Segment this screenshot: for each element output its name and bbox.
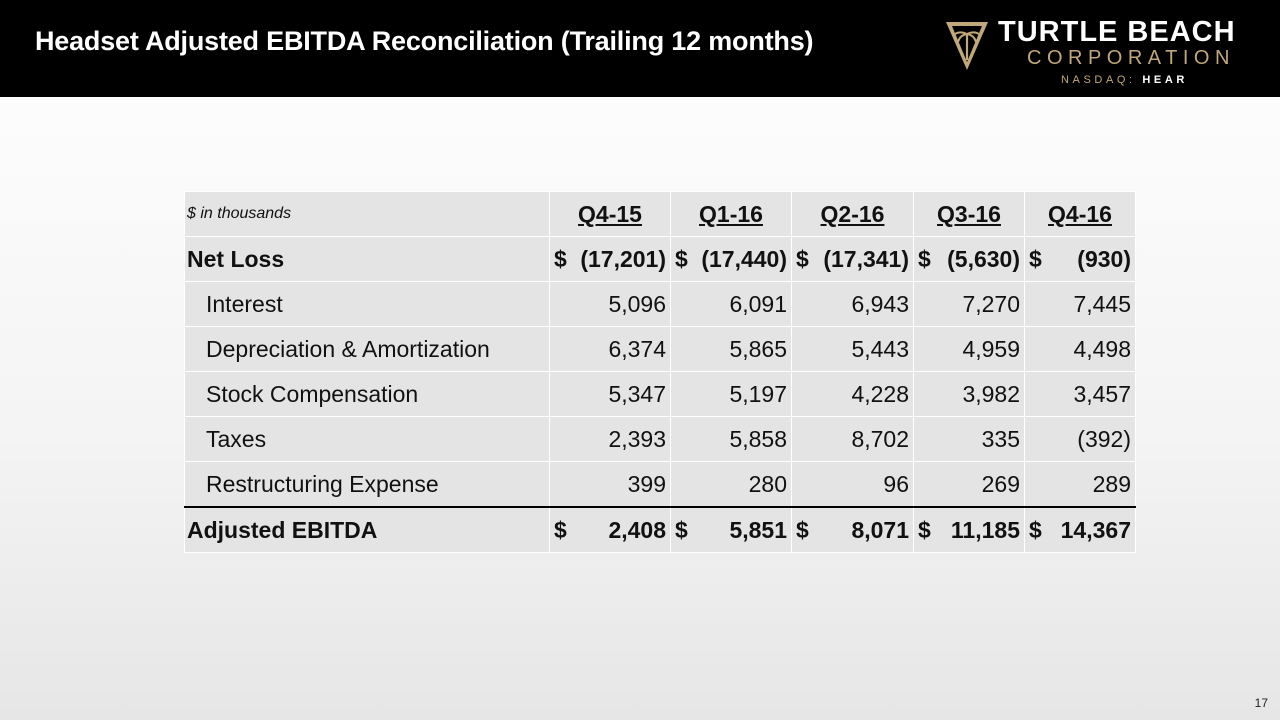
table-cell: 280	[670, 461, 792, 508]
table-cell: 5,197	[670, 371, 792, 417]
table-row: Taxes 2,393 5,858 8,702 335 (392)	[184, 416, 1136, 462]
table-cell: 6,091	[670, 281, 792, 327]
table-cell: 2,393	[549, 416, 671, 462]
table-cell: 6,943	[791, 281, 914, 327]
row-label: Interest	[184, 281, 550, 327]
table-cell: 4,228	[791, 371, 914, 417]
table-row: Interest 5,096 6,091 6,943 7,270 7,445	[184, 281, 1136, 327]
column-header: Q4-16	[1024, 191, 1136, 237]
table-cell: 5,096	[549, 281, 671, 327]
table-cell: 4,498	[1024, 326, 1136, 372]
table-cell: 5,443	[791, 326, 914, 372]
table-cell: 3,457	[1024, 371, 1136, 417]
table-cell: 335	[913, 416, 1025, 462]
units-label: $ in thousands	[184, 191, 550, 237]
table-cell: 289	[1024, 461, 1136, 508]
table-cell: $14,367	[1024, 506, 1136, 553]
column-header: Q2-16	[791, 191, 914, 237]
row-label: Net Loss	[184, 236, 550, 282]
net-loss-row: Net Loss $ (17,201) $ (17,440) $ (17,341) $…	[184, 236, 1136, 282]
palm-shield-icon	[946, 22, 988, 70]
table-cell: 5,865	[670, 326, 792, 372]
table-cell: 6,374	[549, 326, 671, 372]
table-cell: $ (5,630)	[913, 236, 1025, 282]
logo-wordmark: TURTLE BEACH	[998, 16, 1236, 48]
table-row: Stock Compensation 5,347 5,197 4,228 3,9…	[184, 371, 1136, 417]
row-label: Stock Compensation	[184, 371, 550, 417]
row-label: Depreciation & Amortization	[184, 326, 550, 372]
column-header: Q1-16	[670, 191, 792, 237]
logo-subtitle: CORPORATION	[1027, 47, 1235, 69]
slide-title: Headset Adjusted EBITDA Reconciliation (…	[35, 26, 814, 56]
adjusted-ebitda-row: Adjusted EBITDA $2,408 $5,851 $8,071 $11…	[184, 506, 1136, 553]
ebitda-reconciliation-table: $ in thousands Q4-15 Q1-16 Q2-16 Q3-16 Q…	[184, 191, 1136, 553]
table-cell: $ (930)	[1024, 236, 1136, 282]
company-logo: TURTLE BEACH CORPORATION NASDAQ: HEAR	[944, 16, 1269, 88]
page-number: 17	[1254, 696, 1268, 710]
row-label: Restructuring Expense	[184, 461, 550, 508]
column-header: Q3-16	[913, 191, 1025, 237]
table-cell: 4,959	[913, 326, 1025, 372]
table-cell: 7,270	[913, 281, 1025, 327]
row-label: Adjusted EBITDA	[184, 506, 550, 553]
table-cell: 269	[913, 461, 1025, 508]
table-header-row: $ in thousands Q4-15 Q1-16 Q2-16 Q3-16 Q…	[184, 191, 1136, 237]
table-cell: $ (17,341)	[791, 236, 914, 282]
logo-ticker-line: NASDAQ: HEAR	[1061, 74, 1188, 86]
logo-exchange: NASDAQ:	[1061, 74, 1136, 86]
table-cell: $2,408	[549, 506, 671, 553]
table-row: Depreciation & Amortization 6,374 5,865 …	[184, 326, 1136, 372]
column-header: Q4-15	[549, 191, 671, 237]
table-cell: 3,982	[913, 371, 1025, 417]
row-label: Taxes	[184, 416, 550, 462]
table-row: Restructuring Expense 399 280 96 269 289	[184, 461, 1136, 508]
table-cell: 7,445	[1024, 281, 1136, 327]
table-cell: 399	[549, 461, 671, 508]
table-cell: 5,858	[670, 416, 792, 462]
logo-ticker: HEAR	[1142, 74, 1188, 86]
table-cell: $8,071	[791, 506, 914, 553]
table-cell: $11,185	[913, 506, 1025, 553]
table-cell: $5,851	[670, 506, 792, 553]
table-cell: 96	[791, 461, 914, 508]
table-cell: (392)	[1024, 416, 1136, 462]
table-cell: 8,702	[791, 416, 914, 462]
table-cell: $ (17,201)	[549, 236, 671, 282]
header-bar: Headset Adjusted EBITDA Reconciliation (…	[0, 0, 1280, 97]
table-cell: $ (17,440)	[670, 236, 792, 282]
table-cell: 5,347	[549, 371, 671, 417]
